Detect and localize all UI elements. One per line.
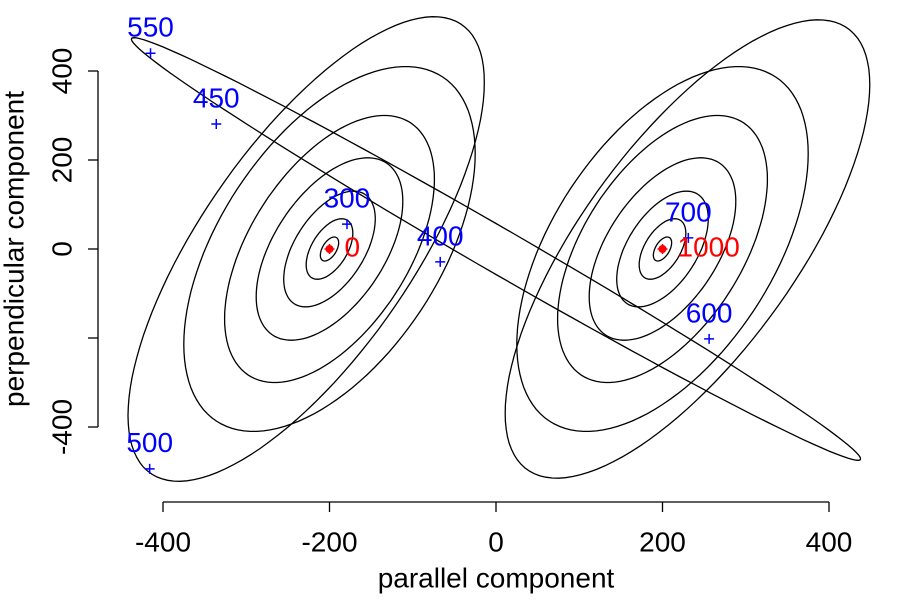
- trajectory-loop: [127, 16, 485, 482]
- trajectory-loop: [223, 114, 436, 384]
- x-tick-label: -200: [301, 526, 357, 557]
- point: [341, 219, 352, 230]
- trajectory-loop: [130, 37, 862, 461]
- point: [435, 256, 446, 267]
- point: [211, 118, 222, 129]
- trajectory-loop: [588, 157, 737, 341]
- trajectory-loop: [283, 190, 376, 308]
- point: [324, 244, 335, 254]
- point: [657, 244, 668, 254]
- point-label: 0: [345, 231, 361, 262]
- point-label: 550: [127, 12, 174, 43]
- point: [144, 463, 155, 474]
- point: [683, 232, 694, 243]
- trajectory-loop: [305, 218, 354, 280]
- point-label: 500: [126, 427, 173, 458]
- y-tick-label: -400: [46, 399, 77, 455]
- y-tick-label: 200: [46, 137, 77, 184]
- trajectory-loop: [183, 65, 476, 433]
- trajectory-loop: [319, 236, 340, 262]
- trajectory-loop: [255, 157, 404, 341]
- x-tick-label: 0: [488, 526, 504, 557]
- trajectory-loop: [556, 114, 769, 384]
- point-label: 450: [193, 82, 240, 113]
- x-tick-label: 200: [639, 526, 686, 557]
- y-tick-label: 0: [46, 241, 77, 257]
- point-label: 400: [417, 220, 464, 251]
- trajectory-loop: [616, 190, 709, 308]
- y-tick-label: 400: [46, 48, 77, 95]
- point-label: 600: [686, 297, 733, 328]
- point-label: 300: [324, 182, 371, 213]
- point-label: 700: [665, 196, 712, 227]
- y-axis-label: perpendicular component: [0, 91, 29, 407]
- x-tick-label: -400: [135, 526, 191, 557]
- trajectory-loop: [504, 19, 871, 479]
- trajectory-loop: [516, 65, 809, 433]
- point: [145, 48, 156, 59]
- x-tick-label: 400: [806, 526, 853, 557]
- trajectory-loop: [638, 218, 687, 280]
- point-label: 1000: [678, 231, 740, 262]
- x-axis-label: parallel component: [378, 562, 615, 593]
- trajectory-loop: [652, 236, 673, 262]
- point: [704, 333, 715, 344]
